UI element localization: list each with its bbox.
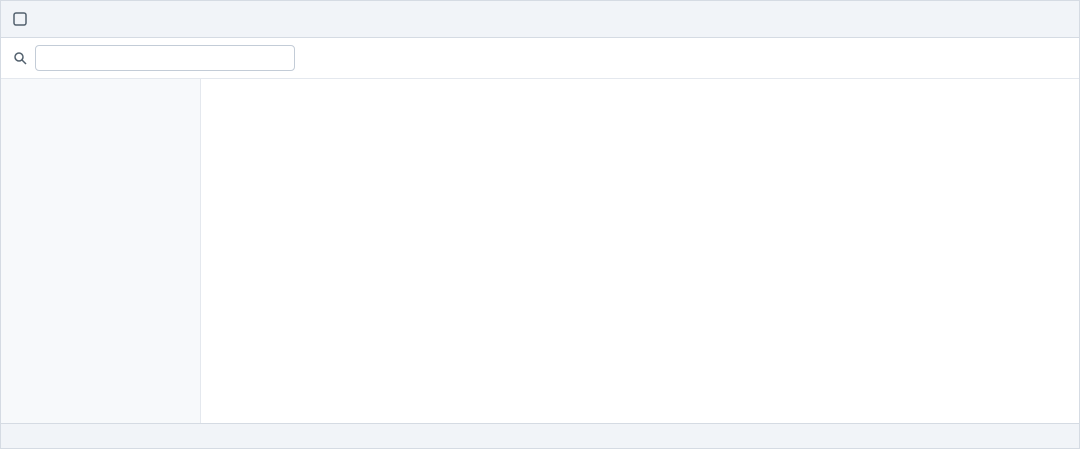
toolbar [1,38,1079,79]
status-bar [1,423,1079,448]
search-input[interactable] [35,45,295,71]
search-icon [13,51,27,65]
title-bar [1,1,1079,38]
content-area [1,79,1079,423]
app-icon [13,12,27,26]
main-panel [201,79,1079,423]
sidebar [1,79,201,423]
